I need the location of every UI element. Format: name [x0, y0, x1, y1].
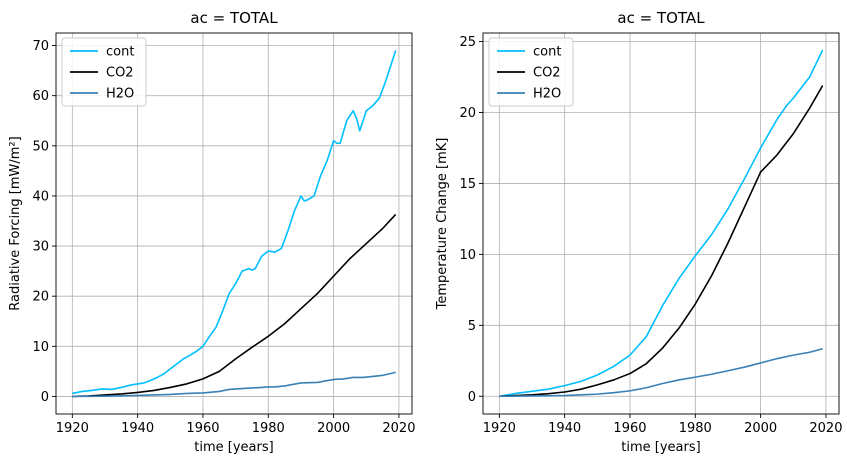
series-line-h2o — [499, 347, 823, 398]
y-tick-label: 10 — [32, 340, 49, 355]
x-tick-label: 1920 — [56, 421, 89, 436]
legend-label-h2o: H2O — [533, 87, 561, 102]
y-tick-label: 30 — [32, 240, 49, 255]
legend: cont CO2 H2O — [488, 37, 574, 107]
series-line-h2o — [72, 371, 396, 398]
chart-title: ac = TOTAL — [617, 9, 705, 27]
x-tick-label: 2020 — [809, 421, 842, 436]
legend-box — [61, 37, 147, 107]
chart-panel-2: 1920 1940 1960 1980 2000 2020 0 5 10 15 20 25 ac = T… — [435, 9, 842, 455]
y-tick-label: 25 — [459, 35, 476, 50]
y-tick-label: 0 — [41, 390, 49, 405]
legend-label-cont: cont — [106, 45, 134, 60]
series-line-cont — [72, 50, 397, 395]
x-tick-label: 1960 — [613, 421, 646, 436]
y-tick-label: 20 — [32, 290, 49, 305]
chart-panel-1: 1920 1940 1960 1980 2000 2020 0 10 20 30 40 50 60 70 a… — [8, 9, 415, 455]
legend-label-cont: cont — [533, 45, 561, 60]
y-tick-label: 20 — [459, 106, 476, 121]
y-tick-label: 50 — [32, 139, 49, 154]
x-axis-label: time [years] — [621, 440, 700, 455]
y-tick-label: 10 — [459, 248, 476, 263]
x-tick-label: 1940 — [121, 421, 154, 436]
legend-label-co2: CO2 — [533, 66, 561, 81]
x-tick-label: 1980 — [252, 421, 285, 436]
y-tick-label: 70 — [32, 39, 49, 54]
y-tick-label: 5 — [468, 319, 476, 334]
x-tick-label: 2000 — [744, 421, 777, 436]
legend-label-h2o: H2O — [106, 87, 134, 102]
series-line-co2 — [72, 213, 397, 398]
y-tick-label: 0 — [468, 390, 476, 405]
x-tick-label: 2020 — [382, 421, 415, 436]
x-tick-label: 2000 — [317, 421, 350, 436]
plot-frame — [482, 32, 840, 415]
x-tick-label: 1920 — [483, 421, 516, 436]
legend: cont CO2 H2O — [61, 37, 147, 107]
y-tick-label: 15 — [459, 177, 476, 192]
plot-frame — [55, 32, 413, 415]
x-axis-label: time [years] — [194, 440, 273, 455]
x-tick-label: 1940 — [548, 421, 581, 436]
series-line-co2 — [499, 85, 824, 398]
x-tick-label: 1980 — [679, 421, 712, 436]
x-tick-label: 1960 — [186, 421, 219, 436]
y-tick-label: 60 — [32, 89, 49, 104]
legend-box — [488, 37, 574, 107]
y-axis-label: Temperature Change [mK] — [435, 138, 450, 311]
legend-label-co2: CO2 — [106, 66, 134, 81]
y-tick-label: 40 — [32, 189, 49, 204]
series-line-cont — [499, 49, 824, 398]
chart-title: ac = TOTAL — [190, 9, 278, 27]
y-axis-label: Radiative Forcing [mW/m²] — [8, 136, 23, 310]
